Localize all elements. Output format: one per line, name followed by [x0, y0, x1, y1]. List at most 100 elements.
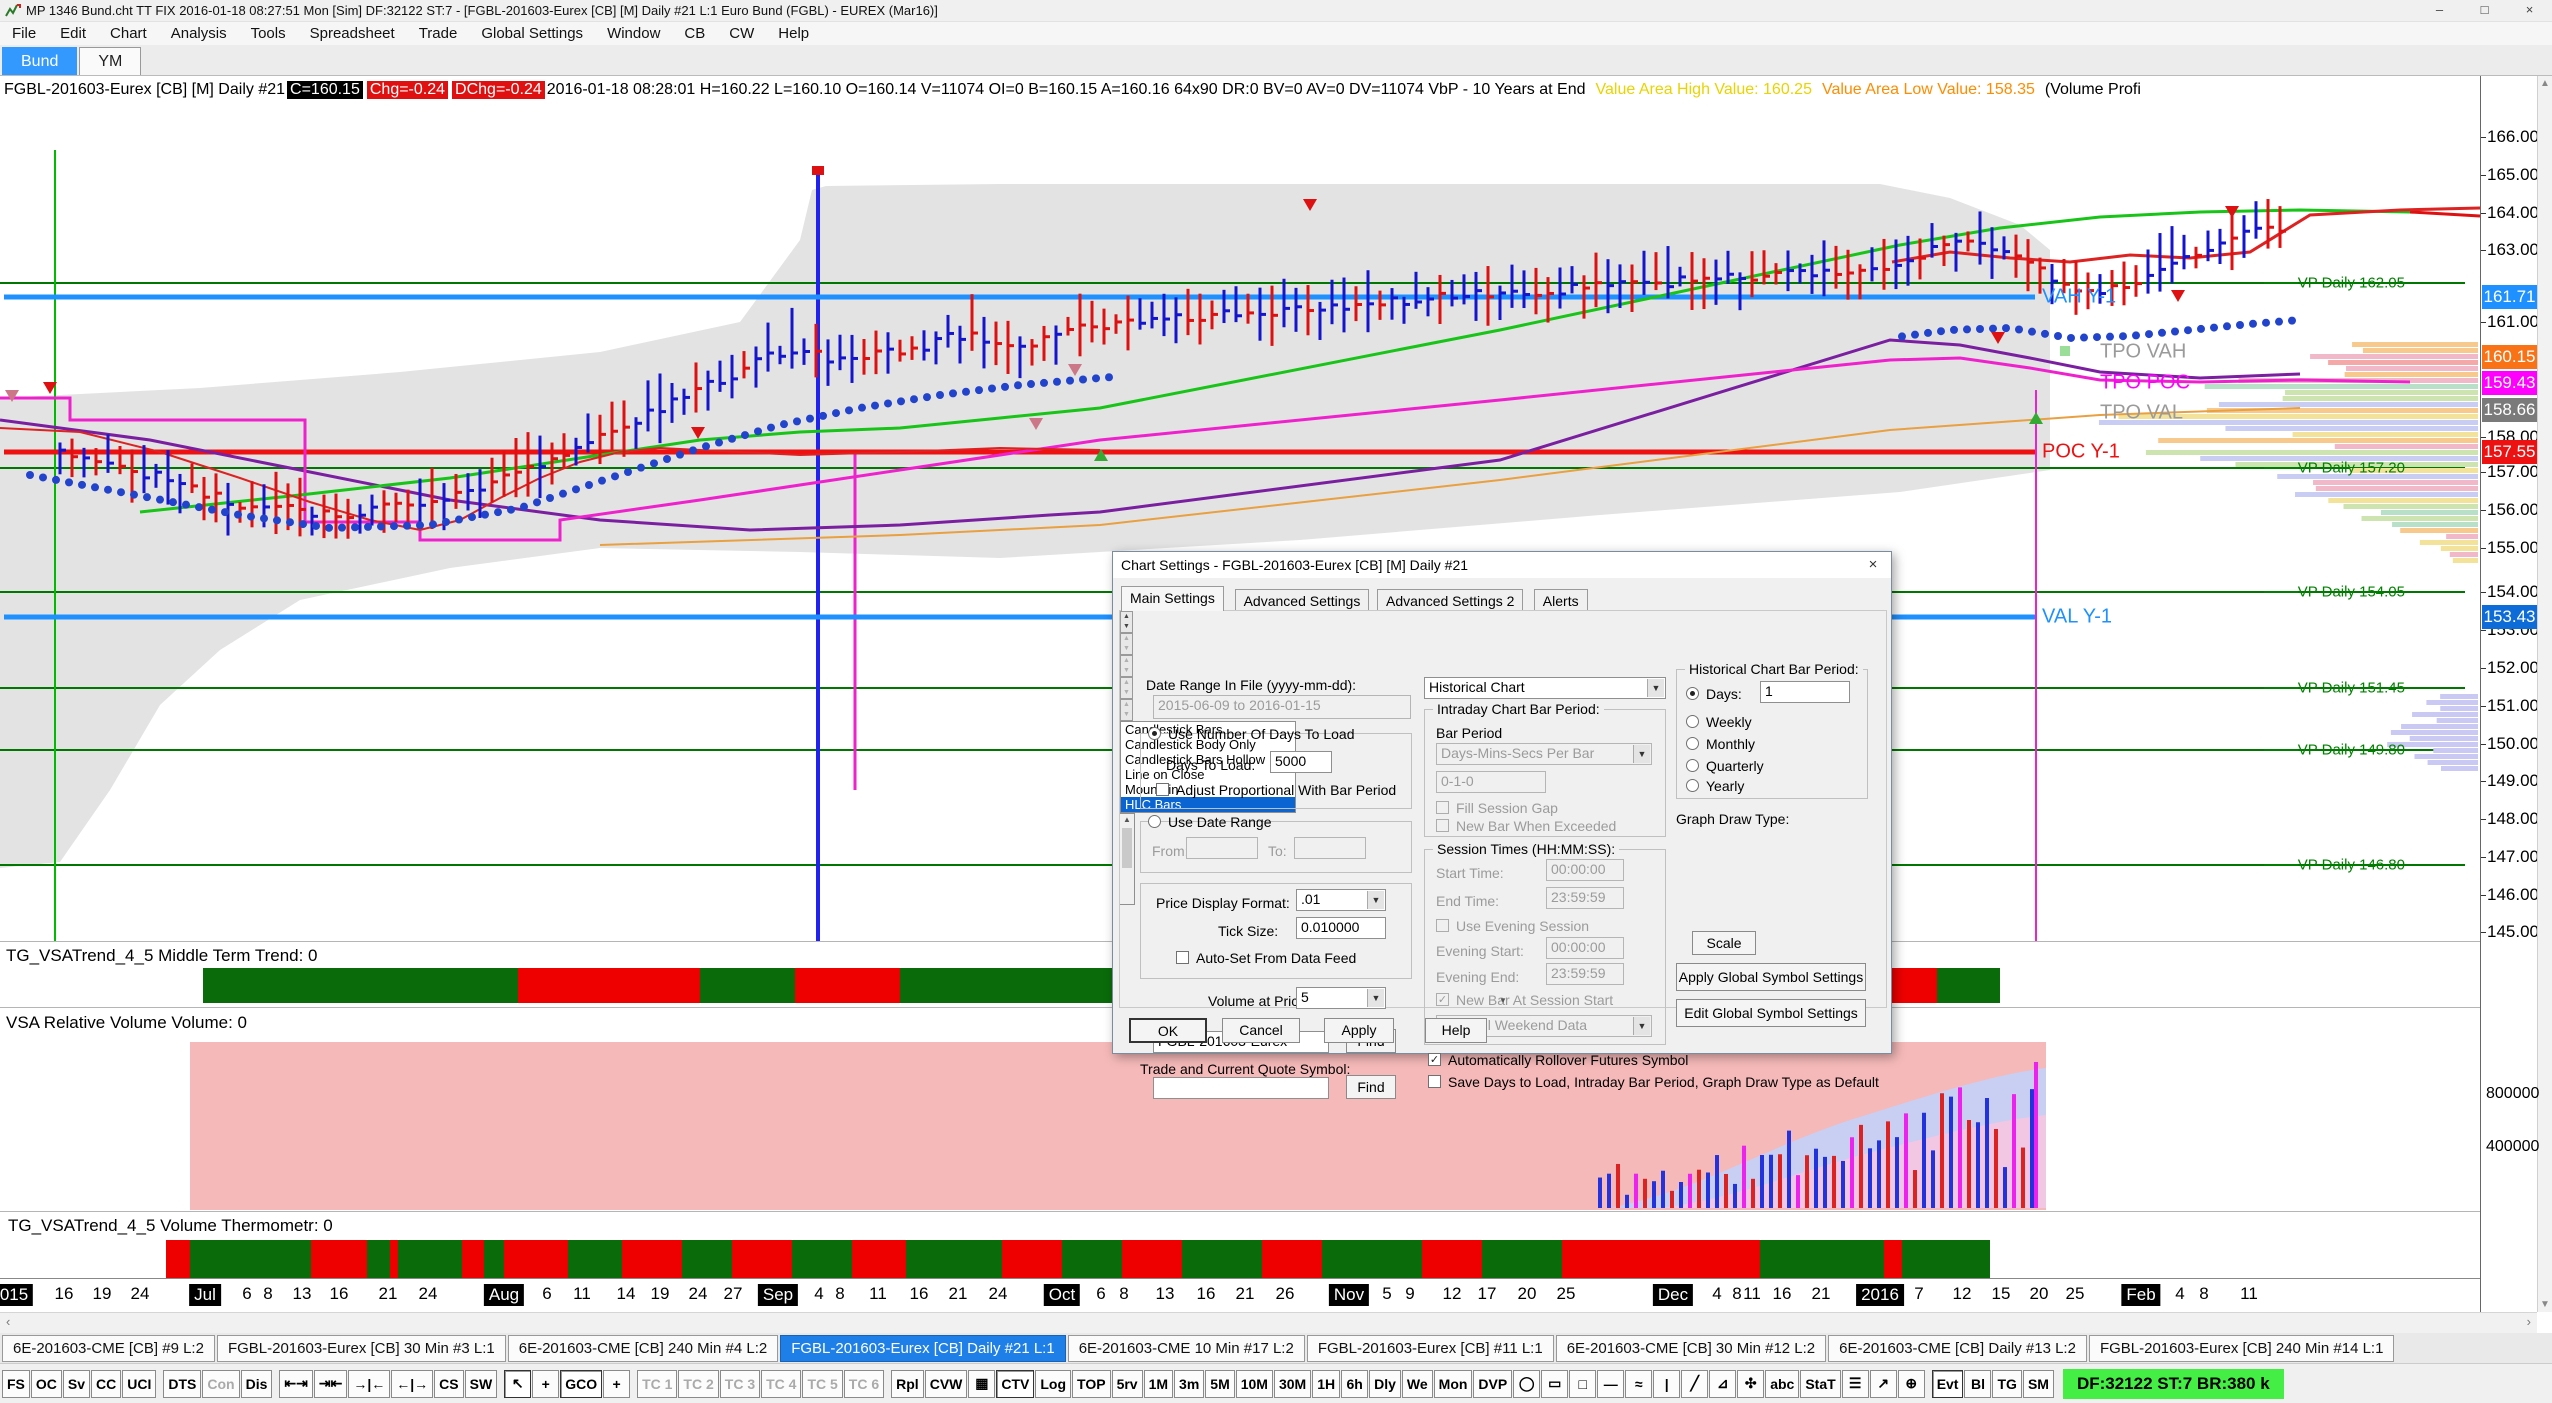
ellipse-tool-icon[interactable]: ◯ [1513, 1369, 1541, 1398]
toolbar-button-uci[interactable]: UCI [122, 1369, 157, 1398]
vertical-scrollbar[interactable]: ▲ ▼ [2537, 76, 2552, 1312]
quarterly-radio[interactable] [1686, 759, 1699, 772]
menu-item-window[interactable]: Window [607, 25, 661, 42]
toolbar-button-1h[interactable]: 1H [1312, 1369, 1341, 1398]
bar-spacing-increase-icon[interactable]: ⇤⇥ [279, 1369, 313, 1398]
toolbar-button-bl[interactable]: Bl [1964, 1369, 1992, 1398]
dropdown-arrow-icon[interactable]: ▼ [1633, 745, 1650, 763]
menu-item-file[interactable]: File [12, 25, 37, 42]
trade-symbol-input[interactable] [1153, 1077, 1329, 1099]
dialog-tab-advanced-settings[interactable]: Advanced Settings [1234, 589, 1370, 611]
chart-tab[interactable]: FGBL-201603-Eurex [CB] Daily #21 L:1 [780, 1334, 1066, 1362]
arrow-tool-icon[interactable]: ↗ [1869, 1369, 1897, 1398]
toolbar-button-dis[interactable]: Dis [240, 1369, 273, 1398]
toolbar-button-1m[interactable]: 1M [1143, 1369, 1174, 1398]
to-input[interactable] [1294, 837, 1366, 859]
days-radio[interactable] [1686, 687, 1699, 700]
dialog-tab-alerts[interactable]: Alerts [1533, 589, 1588, 611]
toolbar-button-cvw[interactable]: CVW [924, 1369, 968, 1398]
toolbar-button-ctv[interactable]: CTV [996, 1369, 1035, 1398]
menu-item-trade[interactable]: Trade [418, 25, 458, 42]
menu-item-tools[interactable]: Tools [250, 25, 286, 42]
menu-item-help[interactable]: Help [778, 25, 810, 42]
toolbar-button-30m[interactable]: 30M [1273, 1369, 1312, 1398]
toolbar-button-tg[interactable]: TG [1992, 1369, 2022, 1398]
price-display-format-select[interactable]: .01 ▼ [1296, 889, 1386, 911]
use-number-of-days-radio[interactable] [1148, 727, 1161, 740]
menu-item-analysis[interactable]: Analysis [170, 25, 227, 42]
trendline-tool-icon[interactable]: ╱ [1681, 1369, 1709, 1398]
toolbar-button-we[interactable]: We [1401, 1369, 1433, 1398]
hand-tool-icon[interactable]: ✣ [1737, 1369, 1765, 1398]
weekly-radio[interactable] [1686, 715, 1699, 728]
end-time-input[interactable]: 23:59:59 [1546, 887, 1624, 909]
days-count-input[interactable]: 1 [1760, 681, 1850, 703]
rollover-checkbox[interactable]: ✓ [1428, 1053, 1441, 1066]
chart-tab[interactable]: 6E-201603-CME [CB] #9 L:2 [2, 1334, 215, 1362]
toolbar-button-10m[interactable]: 10M [1235, 1369, 1273, 1398]
price-axis[interactable]: 166.00 165.00 164.00 163.00 161.00 158.00 157.… [2480, 76, 2539, 1312]
chart-tab[interactable]: 6E-201603-CME [CB] 240 Min #4 L:2 [507, 1334, 779, 1362]
save-defaults-checkbox[interactable] [1428, 1075, 1441, 1088]
evening-end-input[interactable]: 23:59:59 [1546, 963, 1624, 985]
toolbar-button-log[interactable]: Log [1035, 1369, 1072, 1398]
from-input[interactable] [1186, 837, 1258, 859]
chart-tab[interactable]: 6E-201603-CME 10 Min #17 L:2 [1067, 1334, 1305, 1362]
dropdown-arrow-icon[interactable]: ▼ [1647, 679, 1664, 697]
rectangle-tool-icon[interactable]: ▭ [1541, 1369, 1569, 1398]
toolbar-button-cs[interactable]: CS [434, 1369, 464, 1398]
dialog-tab-advanced-settings-2[interactable]: Advanced Settings 2 [1377, 589, 1524, 611]
graph-type-item[interactable]: Line on Close [1125, 767, 1205, 782]
crosshair-icon[interactable]: + [532, 1369, 560, 1398]
minimize-button[interactable]: – [2435, 2, 2444, 17]
toolbar-button-cc[interactable]: CC [91, 1369, 122, 1398]
graph-type-item[interactable]: Candlestick Bars Hollow [1125, 752, 1266, 767]
chart-tab[interactable]: FGBL-201603-Eurex [CB] #11 L:1 [1306, 1334, 1554, 1362]
start-time-input[interactable]: 00:00:00 [1546, 859, 1624, 881]
scroll-up-icon[interactable]: ▲ [2540, 78, 2550, 89]
dialog-title[interactable]: Chart Settings - FGBL-201603-Eurex [CB] … [1113, 552, 1891, 578]
scroll-right-icon[interactable]: › [2526, 1314, 2531, 1329]
use-date-range-radio[interactable] [1148, 815, 1161, 828]
horizontal-line-tool-icon[interactable]: — [1597, 1369, 1625, 1398]
menu-item-spreadsheet[interactable]: Spreadsheet [309, 25, 395, 42]
bar-period-detail-input[interactable]: 0-1-0 [1436, 771, 1546, 793]
chart-type-select[interactable]: Historical Chart ▼ [1424, 677, 1666, 699]
menu-item-global-settings[interactable]: Global Settings [481, 25, 584, 42]
expand-bars-icon[interactable]: ←|→ [391, 1369, 434, 1398]
pointer-icon[interactable]: ↖ [504, 1369, 532, 1398]
fib-retracement-icon[interactable]: ☰ [1841, 1369, 1869, 1398]
cancel-button[interactable]: Cancel [1222, 1018, 1300, 1043]
trade-dom-icon[interactable]: ▦ [968, 1369, 996, 1398]
chart-tab[interactable]: FGBL-201603-Eurex [CB] 30 Min #3 L:1 [216, 1334, 506, 1362]
evening-start-input[interactable]: 00:00:00 [1546, 937, 1624, 959]
chart-tab[interactable]: FGBL-201603-Eurex [CB] 240 Min #14 L:1 [2088, 1334, 2395, 1362]
trade-symbol-find-button[interactable]: Find [1346, 1075, 1396, 1099]
toolbar-button-stat[interactable]: StaT [1800, 1369, 1841, 1398]
menu-item-cw[interactable]: CW [729, 25, 755, 42]
toolbar-button-gco[interactable]: GCO [560, 1369, 603, 1398]
chartbook-tab-ym[interactable]: YM [79, 47, 142, 75]
apply-button[interactable]: Apply [1324, 1018, 1394, 1043]
scale-button[interactable]: Scale [1692, 931, 1756, 955]
toolbar-button-rpl[interactable]: Rpl [891, 1369, 924, 1398]
horizontal-scrollbar[interactable]: ‹ › [0, 1312, 2537, 1333]
maximize-button[interactable]: □ [2480, 2, 2489, 17]
scroll-down-icon[interactable]: ▼ [2540, 1299, 2550, 1310]
volume-panel[interactable] [0, 1035, 2480, 1212]
toolbar-button-5m[interactable]: 5M [1205, 1369, 1235, 1398]
bar-period-select[interactable]: Days-Mins-Secs Per Bar ▼ [1436, 743, 1652, 765]
list-scroll-thumb[interactable] [1122, 828, 1132, 868]
menu-item-edit[interactable]: Edit [60, 25, 87, 42]
spinner-control[interactable]: ▲ ▼ [1120, 611, 1133, 633]
text-tool-icon[interactable]: abc [1765, 1369, 1800, 1398]
edit-global-symbol-settings-button[interactable]: Edit Global Symbol Settings [1676, 999, 1866, 1027]
zigzag-tool-icon[interactable]: ≈ [1625, 1369, 1653, 1398]
vertical-line-tool-icon[interactable]: | [1653, 1369, 1681, 1398]
volume-at-price-select[interactable]: 5 ▼ [1296, 987, 1386, 1009]
toolbar-button-fs[interactable]: FS [2, 1369, 30, 1398]
yearly-radio[interactable] [1686, 779, 1699, 792]
list-scroll-up-icon[interactable]: ▲ [1123, 815, 1131, 824]
toolbar-button-evt[interactable]: Evt [1931, 1369, 1964, 1398]
monthly-radio[interactable] [1686, 737, 1699, 750]
